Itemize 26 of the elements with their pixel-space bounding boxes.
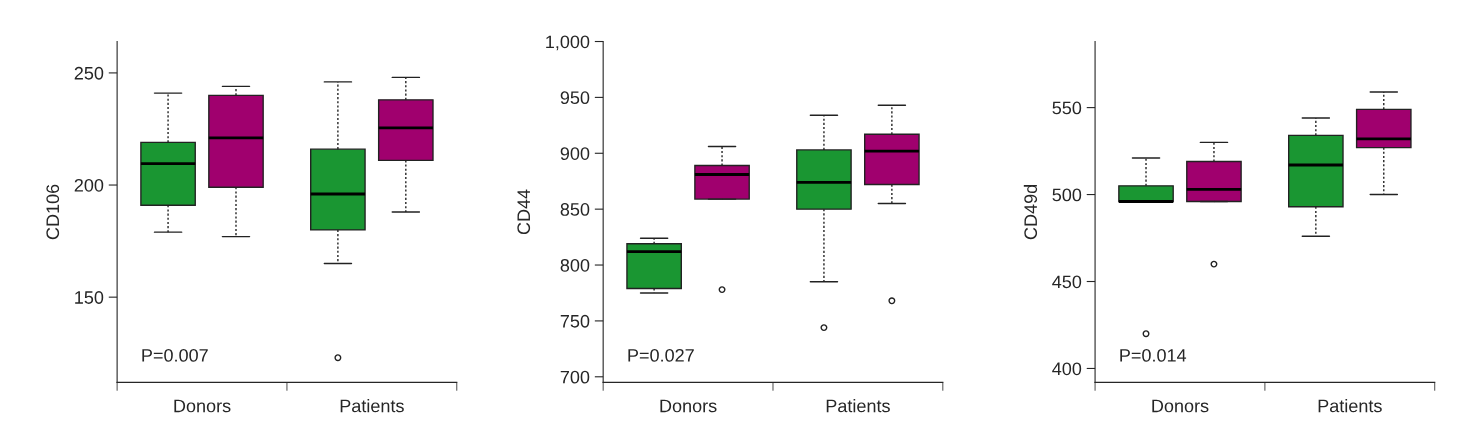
x-tick-label: Donors bbox=[660, 399, 717, 413]
y-tick-label: 1,000 bbox=[546, 35, 590, 51]
y-tick-label: 450 bbox=[1052, 275, 1082, 289]
y-axis-title: CD106 bbox=[46, 184, 60, 240]
y-tick-label: 850 bbox=[560, 203, 590, 216]
x-tick-label: Patients bbox=[826, 399, 890, 413]
x-tick-label: Donors bbox=[174, 399, 231, 413]
annotation: P=0.007 bbox=[142, 348, 208, 362]
y-tick-label: 750 bbox=[560, 314, 590, 328]
y-axis-title: CD49d bbox=[1023, 185, 1038, 240]
y-tick-label: 900 bbox=[560, 147, 590, 160]
y-tick-label: 200 bbox=[74, 178, 104, 192]
y-tick-label: 700 bbox=[560, 370, 590, 384]
y-tick-label: 400 bbox=[1052, 362, 1082, 376]
x-tick-label: Donors bbox=[1152, 399, 1209, 413]
y-tick-label: 500 bbox=[1052, 188, 1082, 202]
y-tick-label: 150 bbox=[75, 291, 104, 304]
y-axis-title: CD44 bbox=[517, 189, 531, 235]
x-tick-label: Patients bbox=[1318, 399, 1382, 413]
y-tick-label: 250 bbox=[74, 66, 104, 80]
x-tick-label: Patients bbox=[340, 399, 404, 413]
y-tick-label: 950 bbox=[560, 91, 590, 105]
annotation: P=0.027 bbox=[628, 348, 694, 362]
y-tick-label: 550 bbox=[1052, 101, 1082, 115]
y-tick-label: 800 bbox=[560, 258, 590, 272]
annotation: P=0.014 bbox=[1120, 348, 1187, 362]
